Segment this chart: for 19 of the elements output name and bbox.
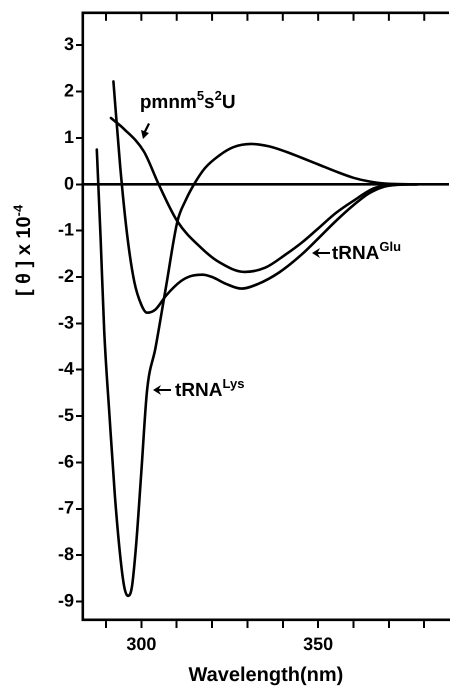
y-tick-label: 2 — [64, 80, 74, 101]
series-label: pmnm$^{5}$s$^{2}$U — [140, 88, 236, 114]
y-tick-label: -7 — [58, 498, 74, 518]
y-tick-label: 1 — [64, 126, 74, 147]
x-tick-label: 350 — [303, 634, 334, 654]
y-tick-label: 0 — [64, 173, 74, 194]
y-tick-label: -4 — [58, 358, 74, 379]
y-tick-label: -8 — [58, 544, 74, 564]
x-tick-label: 300 — [126, 634, 156, 654]
y-tick-label: -1 — [58, 220, 74, 240]
y-tick-label: 3 — [64, 34, 74, 54]
x-axis-title: Wavelength(nm) — [188, 664, 344, 686]
y-tick-label: -2 — [58, 266, 74, 286]
y-tick-label: -3 — [58, 312, 74, 332]
legend-label: tRNA$^{Lys}$ — [175, 376, 244, 401]
y-tick-label: -5 — [58, 405, 74, 426]
legend-label: tRNA$^{Glu}$ — [332, 239, 402, 264]
y-tick-label: -6 — [58, 451, 74, 472]
y-tick-label: -9 — [58, 590, 74, 610]
